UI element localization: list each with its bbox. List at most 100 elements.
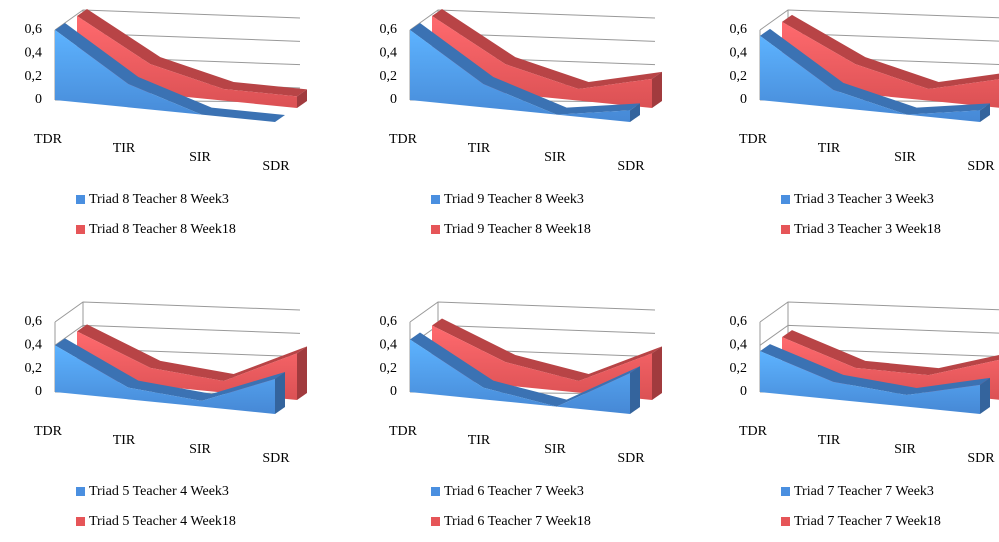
x-tick-label: TDR bbox=[739, 132, 768, 147]
y-tick-label: 0 bbox=[390, 384, 397, 399]
legend-swatch bbox=[76, 195, 85, 204]
x-tick-label: SIR bbox=[894, 150, 916, 165]
x-tick-label: TDR bbox=[34, 424, 63, 439]
area-top-band bbox=[410, 332, 640, 407]
y-tick-label: 0,4 bbox=[730, 338, 748, 353]
x-tick-label: TIR bbox=[113, 433, 136, 448]
area-side bbox=[630, 366, 640, 414]
legend-swatch bbox=[431, 517, 440, 526]
x-tick-label: SIR bbox=[189, 442, 211, 457]
area-top-band bbox=[432, 318, 662, 381]
x-tick-label: SDR bbox=[262, 451, 290, 466]
legend-label: Triad 5 Teacher 4 Week3 bbox=[89, 484, 229, 499]
area bbox=[760, 35, 980, 123]
area-top-band bbox=[77, 9, 307, 97]
y-tick-label: 0,4 bbox=[730, 46, 748, 61]
area-side bbox=[297, 346, 307, 400]
y-tick-label: 0,2 bbox=[380, 69, 398, 84]
area-side bbox=[297, 89, 307, 108]
x-tick-label: SIR bbox=[544, 150, 566, 165]
legend-swatch bbox=[431, 487, 440, 496]
grid-line bbox=[409, 301, 656, 323]
x-tick-label: SIR bbox=[189, 150, 211, 165]
x-tick-label: TDR bbox=[739, 424, 768, 439]
y-tick-label: 0,2 bbox=[730, 361, 748, 376]
y-tick-label: 0,6 bbox=[380, 22, 398, 37]
x-tick-label: SIR bbox=[894, 442, 916, 457]
y-tick-label: 0,2 bbox=[25, 69, 43, 84]
y-tick-label: 0,4 bbox=[25, 46, 43, 61]
y-tick-label: 0 bbox=[740, 92, 747, 107]
legend-label: Triad 3 Teacher 3 Week18 bbox=[794, 222, 941, 237]
y-tick-label: 0,2 bbox=[25, 361, 43, 376]
legend-label: Triad 6 Teacher 7 Week3 bbox=[444, 484, 584, 499]
y-tick-label: 0 bbox=[35, 384, 42, 399]
area-top-band bbox=[410, 23, 640, 115]
x-tick-label: SDR bbox=[617, 451, 645, 466]
area-top-band bbox=[55, 338, 285, 401]
x-tick-label: TDR bbox=[389, 424, 418, 439]
area-top-band bbox=[782, 14, 999, 89]
area bbox=[760, 351, 980, 414]
x-tick-label: SDR bbox=[262, 159, 290, 174]
legend-label: Triad 6 Teacher 7 Week18 bbox=[444, 514, 591, 529]
grid-line bbox=[759, 301, 999, 323]
area-top-band bbox=[432, 9, 662, 89]
y-tick-label: 0,6 bbox=[380, 314, 398, 329]
legend-label: Triad 9 Teacher 8 Week3 bbox=[444, 192, 584, 207]
x-tick-label: SDR bbox=[967, 159, 995, 174]
y-tick-label: 0,6 bbox=[25, 314, 43, 329]
legend-swatch bbox=[781, 225, 790, 234]
legend-label: Triad 9 Teacher 8 Week18 bbox=[444, 222, 591, 237]
x-tick-label: TIR bbox=[818, 141, 841, 156]
legend-label: Triad 7 Teacher 7 Week18 bbox=[794, 514, 941, 529]
legend-label: Triad 3 Teacher 3 Week3 bbox=[794, 192, 934, 207]
y-tick-label: 0,4 bbox=[380, 338, 398, 353]
y-tick-label: 0 bbox=[390, 92, 397, 107]
area bbox=[410, 339, 630, 414]
y-tick-label: 0 bbox=[740, 384, 747, 399]
y-tick-label: 0 bbox=[35, 92, 42, 107]
y-tick-label: 0,6 bbox=[25, 22, 43, 37]
grid-line bbox=[54, 301, 301, 323]
legend-swatch bbox=[431, 195, 440, 204]
x-tick-label: TIR bbox=[468, 433, 491, 448]
legend-swatch bbox=[431, 225, 440, 234]
area-side bbox=[630, 103, 640, 122]
area-top-band bbox=[760, 28, 990, 115]
y-tick-label: 0,6 bbox=[730, 22, 748, 37]
area bbox=[55, 345, 275, 414]
y-tick-label: 0,2 bbox=[730, 69, 748, 84]
legend-label: Triad 8 Teacher 8 Week18 bbox=[89, 222, 236, 237]
area bbox=[782, 337, 999, 400]
legend-swatch bbox=[76, 487, 85, 496]
area bbox=[55, 30, 275, 122]
legend-swatch bbox=[781, 195, 790, 204]
area-top-band bbox=[760, 344, 990, 395]
x-tick-label: TIR bbox=[818, 433, 841, 448]
legend-swatch bbox=[781, 487, 790, 496]
legend-swatch bbox=[76, 517, 85, 526]
x-tick-label: SIR bbox=[544, 442, 566, 457]
area bbox=[410, 30, 630, 122]
x-tick-label: TIR bbox=[113, 141, 136, 156]
area-side bbox=[275, 372, 285, 414]
legend-label: Triad 8 Teacher 8 Week3 bbox=[89, 192, 229, 207]
x-tick-label: TIR bbox=[468, 141, 491, 156]
legend-label: Triad 7 Teacher 7 Week3 bbox=[794, 484, 934, 499]
area-side bbox=[980, 103, 990, 122]
x-tick-label: SDR bbox=[617, 159, 645, 174]
y-tick-label: 0,4 bbox=[380, 46, 398, 61]
y-tick-label: 0,4 bbox=[25, 338, 43, 353]
area-side bbox=[652, 346, 662, 400]
legend-swatch bbox=[76, 225, 85, 234]
x-tick-label: TDR bbox=[34, 132, 63, 147]
y-tick-label: 0,6 bbox=[730, 314, 748, 329]
area-side bbox=[652, 71, 662, 108]
legend-swatch bbox=[781, 517, 790, 526]
area-top-band bbox=[782, 330, 999, 376]
y-tick-label: 0,2 bbox=[380, 361, 398, 376]
area-side bbox=[980, 377, 990, 414]
area-top-band bbox=[55, 23, 285, 122]
